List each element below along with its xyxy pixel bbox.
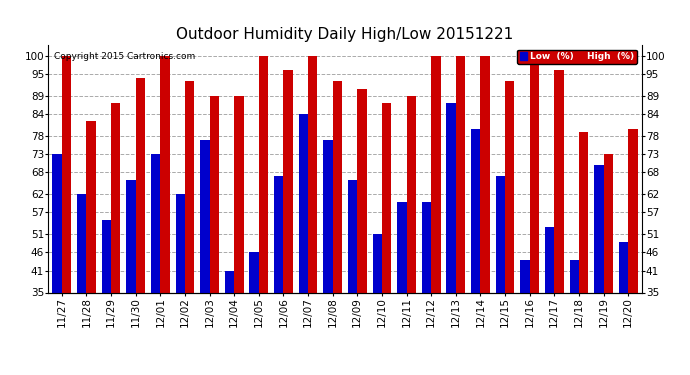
Bar <box>299 114 308 292</box>
Bar <box>382 103 391 292</box>
Bar <box>357 88 366 292</box>
Bar <box>259 56 268 292</box>
Bar <box>62 56 71 292</box>
Bar <box>136 78 145 292</box>
Text: Copyright 2015 Cartronics.com: Copyright 2015 Cartronics.com <box>55 53 195 62</box>
Bar <box>373 234 382 292</box>
Bar <box>397 201 406 292</box>
Bar <box>480 56 490 292</box>
Bar <box>160 56 170 292</box>
Bar <box>431 56 440 292</box>
Bar <box>86 122 96 292</box>
Bar <box>446 103 456 292</box>
Bar <box>579 132 589 292</box>
Bar <box>456 56 465 292</box>
Title: Outdoor Humidity Daily High/Low 20151221: Outdoor Humidity Daily High/Low 20151221 <box>177 27 513 42</box>
Bar <box>274 176 284 292</box>
Bar <box>619 242 628 292</box>
Bar <box>77 194 86 292</box>
Bar <box>101 220 111 292</box>
Bar <box>111 103 121 292</box>
Bar <box>569 260 579 292</box>
Bar <box>406 96 416 292</box>
Bar <box>234 96 244 292</box>
Bar <box>333 81 342 292</box>
Bar <box>324 140 333 292</box>
Bar <box>495 176 505 292</box>
Bar <box>628 129 638 292</box>
Bar <box>348 180 357 292</box>
Bar <box>545 227 554 292</box>
Bar <box>554 70 564 292</box>
Bar <box>594 165 604 292</box>
Bar <box>225 271 234 292</box>
Bar <box>422 201 431 292</box>
Bar <box>471 129 480 292</box>
Bar <box>530 56 539 292</box>
Bar <box>284 70 293 292</box>
Bar <box>210 96 219 292</box>
Bar <box>52 154 62 292</box>
Bar <box>126 180 136 292</box>
Legend: Low  (%), High  (%): Low (%), High (%) <box>518 50 637 64</box>
Bar <box>185 81 195 292</box>
Bar <box>604 154 613 292</box>
Bar <box>175 194 185 292</box>
Bar <box>308 56 317 292</box>
Bar <box>151 154 160 292</box>
Bar <box>250 252 259 292</box>
Bar <box>520 260 530 292</box>
Bar <box>200 140 210 292</box>
Bar <box>505 81 515 292</box>
